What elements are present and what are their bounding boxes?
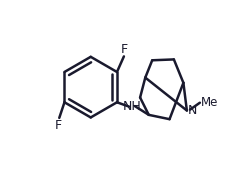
Text: F: F bbox=[121, 43, 128, 55]
Text: F: F bbox=[55, 119, 62, 132]
Text: Me: Me bbox=[201, 96, 218, 109]
Text: NH: NH bbox=[122, 100, 141, 113]
Text: N: N bbox=[188, 104, 197, 117]
